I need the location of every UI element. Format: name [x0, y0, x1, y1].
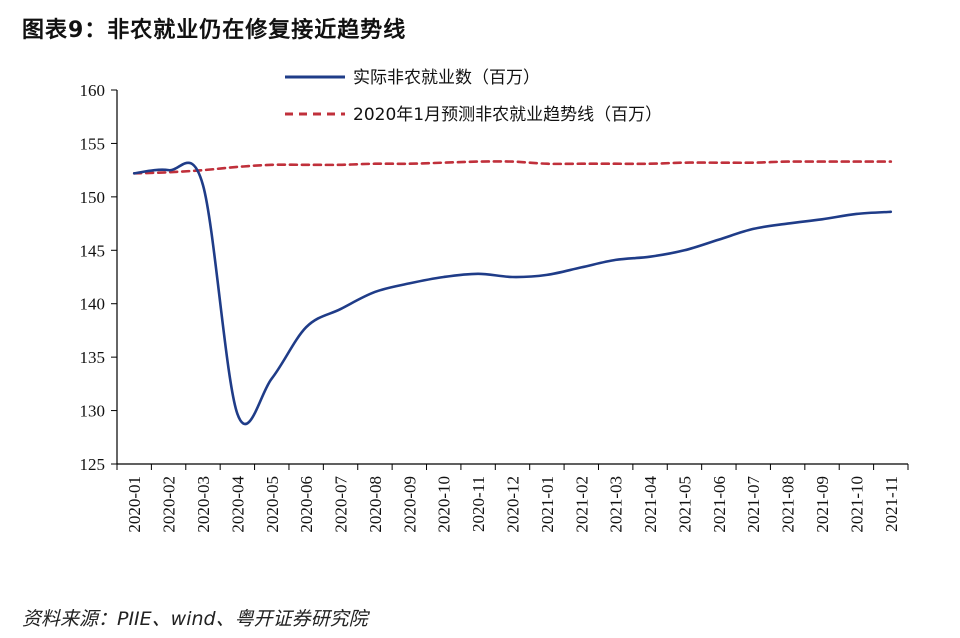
x-tick-label: 2020-01	[125, 476, 144, 533]
y-tick-label: 160	[80, 81, 106, 100]
x-tick-label: 2021-02	[572, 476, 591, 533]
x-tick-label: 2021-09	[813, 476, 832, 533]
x-tick-label: 2020-03	[194, 476, 213, 533]
x-tick-label: 2020-07	[332, 476, 351, 533]
series-line-actual	[132, 161, 893, 425]
chart-axes: 125 130 135 140 145 150 155 160 2020-01 2020-02 20…	[80, 81, 909, 533]
x-tick-label: 2020-08	[366, 476, 385, 533]
y-tick-label: 135	[80, 348, 106, 367]
source-note: 资料来源：PIIE、wind、粤开证券研究院	[22, 608, 368, 630]
x-tick-label: 2021-03	[607, 476, 626, 533]
chart-legend: 实际非农就业数（百万） 2020年1月预测非农就业趋势线（百万）	[285, 68, 662, 125]
y-tick-label: 140	[80, 295, 106, 314]
x-tick-label: 2021-01	[538, 476, 557, 533]
series-line-trend	[132, 160, 893, 175]
y-tick-label: 155	[80, 134, 106, 153]
x-tick-label: 2021-11	[882, 476, 901, 532]
chart-title: 图表9：非农就业仍在修复接近趋势线	[22, 18, 407, 43]
x-tick-label: 2021-05	[675, 476, 694, 533]
y-tick-label: 145	[80, 241, 106, 260]
x-tick-label: 2020-09	[400, 476, 419, 533]
x-tick-label: 2020-02	[160, 476, 179, 533]
legend-label-actual: 实际非农就业数（百万）	[353, 68, 540, 88]
y-tick-label: 150	[80, 188, 106, 207]
x-tick-label: 2021-04	[641, 476, 660, 533]
x-tick-label: 2020-05	[263, 476, 282, 533]
x-tick-label: 2020-04	[228, 476, 247, 533]
x-tick-label: 2020-12	[504, 476, 523, 533]
x-tick-label: 2020-10	[435, 476, 454, 533]
x-tick-label: 2021-08	[779, 476, 798, 533]
y-tick-label: 125	[80, 455, 106, 474]
x-tick-label: 2021-10	[847, 476, 866, 533]
y-tick-label: 130	[80, 402, 106, 421]
legend-label-trend: 2020年1月预测非农就业趋势线（百万）	[353, 105, 662, 125]
x-tick-label: 2020-06	[297, 476, 316, 533]
x-tick-label: 2020-11	[469, 476, 488, 532]
x-tick-label: 2021-07	[744, 476, 763, 533]
line-chart: 125 130 135 140 145 150 155 160 2020-01 2020-02 20…	[80, 68, 909, 533]
series-layer	[132, 160, 893, 425]
x-tick-label: 2021-06	[710, 476, 729, 533]
